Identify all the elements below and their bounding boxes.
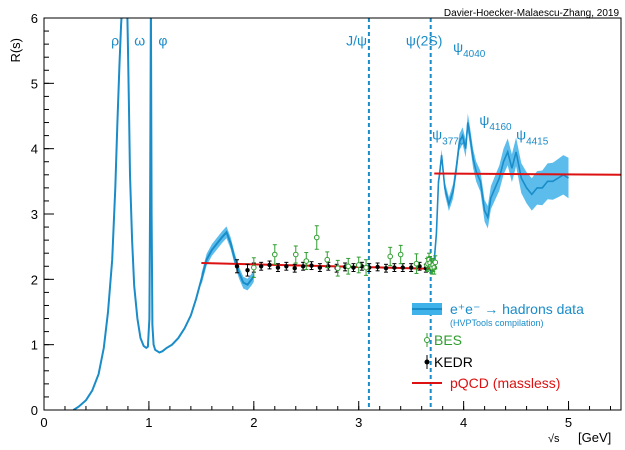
bes-point (292, 251, 299, 258)
kedr-point (392, 265, 397, 270)
bes-point (334, 265, 341, 272)
hadron-curve-low (72, 18, 255, 410)
resonance-label: ψ3770 (432, 127, 465, 148)
x-tick-label: 4 (460, 415, 467, 430)
legend-label: KEDR (434, 354, 473, 370)
resonance-label: J/ψ (346, 32, 367, 48)
kedr-point (234, 264, 240, 269)
legend-sublabel: (HVPTools compilation) (450, 318, 544, 328)
legend-swatch-open-circle (424, 337, 430, 343)
bes-point (251, 264, 257, 271)
kedr-point (292, 266, 297, 271)
bes-point (413, 260, 420, 267)
resonance-label-subscript: 4160 (489, 122, 512, 133)
legend: e⁺e⁻ → hadrons data(HVPTools compilation… (412, 301, 584, 391)
kedr-point (300, 264, 306, 269)
y-tick-label: 0 (31, 403, 38, 418)
kedr-point (400, 265, 405, 270)
bes-point (397, 251, 404, 258)
kedr-point (408, 265, 414, 270)
x-tick-label: 0 (40, 415, 47, 430)
kedr-point (351, 265, 356, 270)
credit-text: Davier-Hoecker-Malaescu-Zhang, 2019 (444, 8, 620, 19)
bes-point (272, 251, 278, 258)
bes-point (303, 258, 310, 264)
bes-point (355, 262, 362, 268)
resonance-label-subscript: 4040 (463, 49, 486, 60)
x-tick-label: 2 (250, 415, 257, 430)
kedr-point (284, 264, 289, 269)
x-axis-label-unit: [GeV] (578, 430, 611, 445)
resonance-label: ρ (111, 32, 119, 48)
resonance-label: ψ(2S) (406, 32, 442, 48)
resonance-label: ω (134, 32, 145, 48)
y-tick-label: 3 (31, 207, 38, 222)
x-tick-label: 5 (565, 415, 572, 430)
y-tick-label: 4 (31, 142, 38, 157)
kedr-point (258, 264, 264, 269)
legend-label: e⁺e⁻ → hadrons data (450, 301, 584, 317)
hadron-band-charm (434, 113, 569, 265)
data-layer (72, 18, 621, 410)
x-axis-label-sqrt: √s (548, 433, 560, 445)
kedr-point (309, 263, 314, 268)
y-tick-label: 6 (31, 11, 38, 26)
y-tick-label: 5 (31, 76, 38, 91)
kedr-point (267, 262, 272, 268)
bes-point (324, 256, 331, 263)
bes-point (345, 263, 352, 270)
hadron-curve-charm (433, 122, 569, 260)
legend-swatch-filled-dot (424, 359, 430, 365)
bes-point (363, 264, 369, 271)
y-tick-label: 1 (31, 338, 38, 353)
x-tick-label: 1 (145, 415, 152, 430)
bes-point (432, 259, 439, 266)
y-axis-label: R(s) (8, 38, 23, 63)
resonance-label: φ (158, 32, 167, 48)
resonance-label: ψ4415 (516, 127, 549, 148)
resonance-label-subscript: 4415 (526, 137, 549, 148)
narrow-resonance-lines (367, 18, 432, 410)
resonance-labels: ρ ω φ J/ψ ψ(2S) ψ4040 ψ3770 ψ4160 ψ4415 (111, 32, 549, 147)
x-tick-label: 3 (355, 415, 362, 430)
bes-point (387, 253, 394, 260)
kedr-point (375, 264, 380, 270)
legend-label: BES (434, 332, 462, 348)
kedr-point (245, 267, 250, 273)
resonance-label: ψ4160 (479, 112, 512, 133)
axes: 0 1 2 3 4 5 0 1 2 3 4 5 6 (31, 11, 622, 430)
pqcd-line (434, 172, 621, 176)
y-tick-label: 2 (31, 272, 38, 287)
kedr-point (317, 265, 323, 270)
resonance-label: ψ4040 (453, 39, 486, 60)
bes-point (313, 234, 320, 241)
resonance-label-subscript: 3770 (442, 137, 465, 148)
legend-label: pQCD (massless) (450, 375, 560, 391)
kedr-point (383, 266, 389, 271)
kedr-point (275, 265, 281, 270)
